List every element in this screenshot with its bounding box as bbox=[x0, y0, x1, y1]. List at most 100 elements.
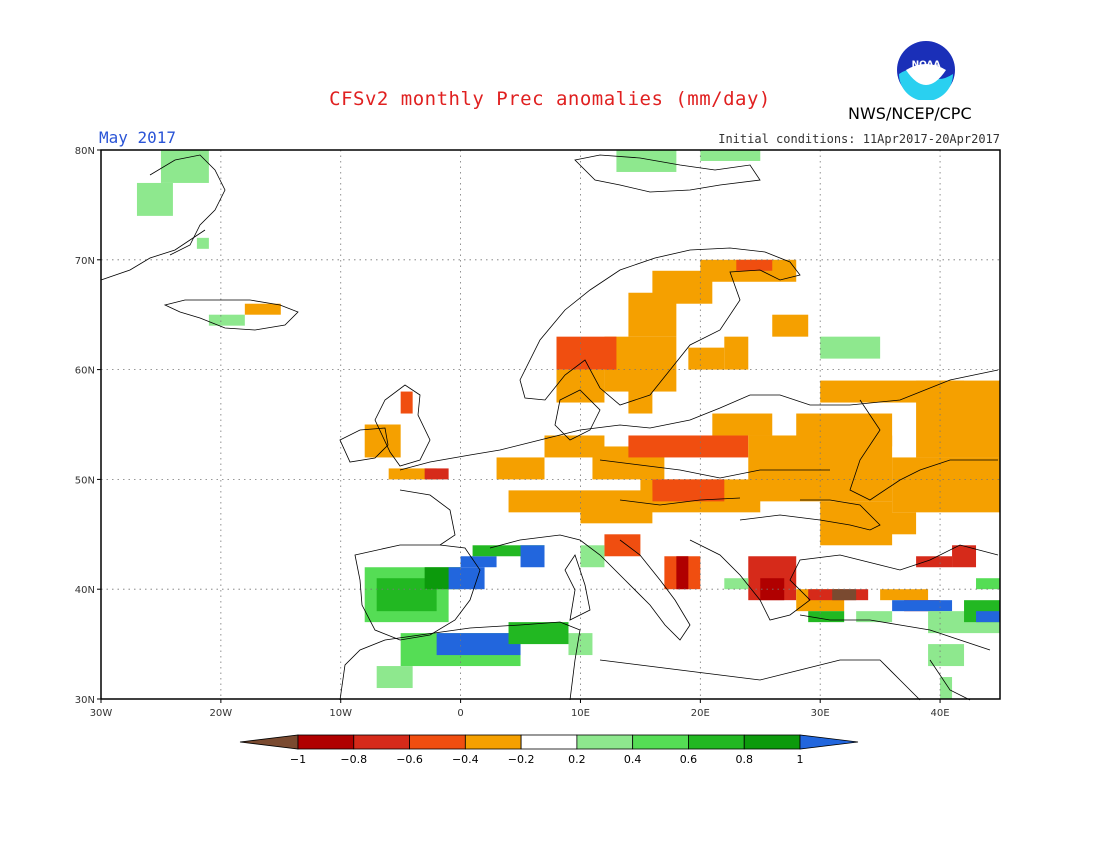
lat-label: 30N bbox=[75, 695, 95, 706]
anomaly-cell bbox=[820, 336, 881, 359]
anomaly-cell bbox=[700, 150, 761, 161]
anomaly-cell bbox=[952, 545, 977, 568]
anomaly-cell bbox=[196, 237, 209, 249]
lon-label: 0 bbox=[457, 708, 463, 719]
colorbar-tick-label: −0.8 bbox=[340, 753, 367, 766]
map-frame bbox=[100, 149, 1001, 700]
anomaly-cell bbox=[976, 611, 1000, 623]
colorbar-box bbox=[743, 734, 801, 750]
anomaly-cell bbox=[832, 589, 857, 601]
anomaly-cell bbox=[496, 457, 545, 480]
anomaly-cell bbox=[556, 336, 617, 370]
lon-label: 30W bbox=[90, 708, 113, 719]
colorbar-box bbox=[632, 734, 689, 750]
colorbar-box bbox=[353, 734, 410, 750]
lat-label: 40N bbox=[75, 585, 95, 596]
anomaly-cell bbox=[448, 567, 485, 590]
anomaly-cell bbox=[880, 589, 929, 601]
lat-label: 60N bbox=[75, 366, 95, 377]
anomaly-cell bbox=[568, 633, 593, 656]
lat-label: 80N bbox=[75, 146, 95, 157]
colorbar-box bbox=[297, 734, 355, 750]
colorbar-tick-label: 0.2 bbox=[568, 753, 586, 766]
lat-label: 70N bbox=[75, 256, 95, 267]
colorbar-box bbox=[409, 734, 466, 750]
noaa-logo-icon: NOAA bbox=[897, 41, 955, 100]
anomaly-cell bbox=[820, 380, 965, 403]
colorbar-tick-label: −1 bbox=[290, 753, 306, 766]
anomaly-cell bbox=[544, 435, 605, 458]
anomaly-cell bbox=[796, 413, 893, 447]
chart-title: CFSv2 monthly Prec anomalies (mm/day) bbox=[329, 88, 771, 110]
anomaly-cell bbox=[376, 666, 413, 689]
agency-label: NWS/NCEP/CPC bbox=[848, 104, 972, 123]
lon-label: 40E bbox=[931, 708, 950, 719]
colorbar-box bbox=[464, 734, 522, 750]
anomaly-cell bbox=[856, 611, 893, 623]
anomaly-cell bbox=[688, 347, 725, 370]
colorbar-low-arrow bbox=[239, 734, 299, 750]
colorbar: −1 −0.8 −0.6 −0.4 −0.2 0.2 0.4 0.6 0.8 1 bbox=[239, 734, 859, 766]
colorbar-box bbox=[576, 734, 634, 750]
anomaly-cell bbox=[160, 150, 209, 183]
anomaly-cell bbox=[508, 490, 581, 513]
anomaly-cell bbox=[928, 644, 965, 667]
lon-label: 10W bbox=[329, 708, 352, 719]
lon-label: 10E bbox=[571, 708, 590, 719]
anomaly-cell bbox=[820, 501, 893, 546]
anomaly-cell bbox=[364, 424, 401, 458]
anomaly-cell bbox=[580, 490, 653, 524]
anomaly-cell bbox=[892, 600, 953, 612]
coastlines bbox=[100, 154, 999, 701]
anomaly-cell bbox=[208, 314, 245, 326]
forecast-month: May 2017 bbox=[99, 128, 177, 147]
anomaly-cell bbox=[724, 578, 749, 590]
colorbar-tick-label: −0.6 bbox=[396, 753, 423, 766]
colorbar-high-arrow bbox=[799, 734, 859, 750]
anomaly-cell bbox=[424, 468, 449, 480]
colorbar-tick-label: 0.6 bbox=[680, 753, 698, 766]
anomaly-cell bbox=[520, 545, 545, 568]
anomaly-cell bbox=[976, 578, 1000, 590]
anomaly-cell bbox=[604, 534, 641, 557]
anomaly-cell bbox=[508, 622, 569, 645]
anomaly-cell bbox=[472, 545, 545, 557]
anomaly-cell bbox=[724, 336, 749, 370]
anomaly-cell bbox=[772, 314, 809, 337]
anomaly-cell bbox=[400, 391, 413, 414]
anomaly-cell bbox=[628, 380, 653, 414]
axis-labels: 30W 20W 10W 0 10E 20E 30E 40E 30N 40N 50N 60N 70N 80N bbox=[75, 146, 950, 719]
anomaly-cell bbox=[892, 457, 1000, 513]
anomaly-cell bbox=[244, 303, 281, 315]
anomaly-cell bbox=[616, 150, 677, 172]
anomaly-cells bbox=[136, 150, 1000, 699]
anomaly-cell bbox=[916, 556, 953, 568]
initial-conditions: Initial conditions: 11Apr2017-20Apr2017 bbox=[718, 132, 1000, 146]
colorbar-tick-label: −0.2 bbox=[508, 753, 535, 766]
anomaly-cell bbox=[136, 182, 173, 216]
anomaly-cell bbox=[388, 468, 437, 480]
colorbar-tick-label: 1 bbox=[797, 753, 804, 766]
anomaly-cell bbox=[748, 435, 893, 502]
colorbar-tick-label: −0.4 bbox=[452, 753, 479, 766]
lon-label: 20W bbox=[210, 708, 233, 719]
anomaly-cell bbox=[652, 479, 725, 502]
colorbar-box bbox=[520, 734, 578, 750]
anomaly-cell bbox=[808, 611, 845, 623]
anomaly-cell bbox=[628, 435, 749, 458]
anomaly-cell bbox=[580, 545, 605, 568]
lon-label: 20E bbox=[691, 708, 710, 719]
colorbar-tick-label: 0.4 bbox=[624, 753, 642, 766]
lat-label: 50N bbox=[75, 475, 95, 486]
anomaly-cell bbox=[736, 259, 773, 271]
anomaly-cell bbox=[460, 556, 497, 568]
colorbar-box bbox=[688, 734, 745, 750]
anomaly-cell bbox=[880, 512, 917, 535]
anomaly-cell bbox=[712, 413, 773, 436]
grid-lines bbox=[101, 150, 1000, 699]
lon-label: 30E bbox=[811, 708, 830, 719]
anomaly-cell bbox=[940, 677, 953, 699]
anomaly-cell bbox=[676, 556, 689, 590]
colorbar-tick-label: 0.8 bbox=[735, 753, 753, 766]
